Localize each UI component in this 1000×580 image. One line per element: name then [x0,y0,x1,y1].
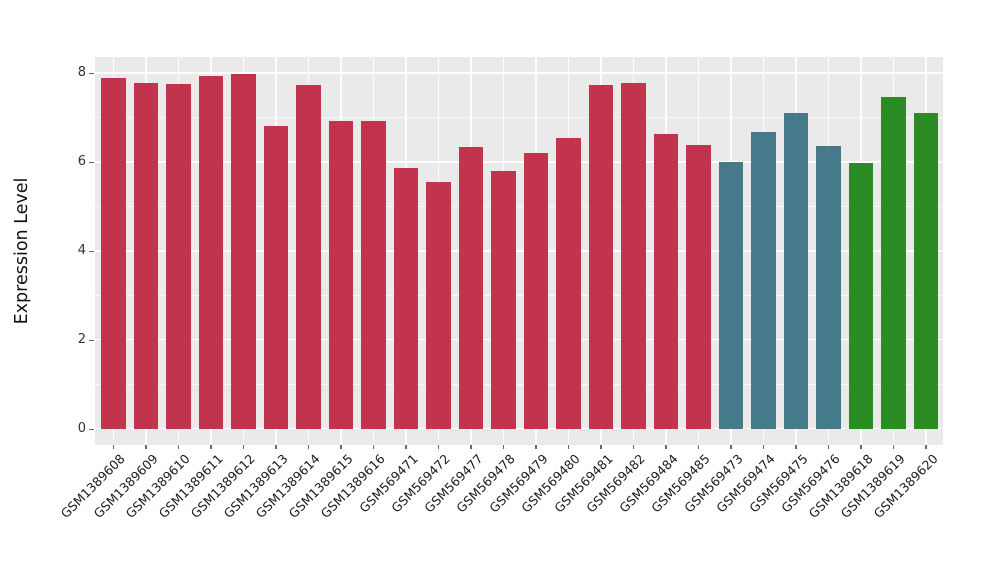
bar-GSM1389615 [328,121,354,429]
major-gridline [95,250,943,252]
minor-gridline [95,384,943,386]
x-tick-mark [470,445,472,449]
y-tick-label: 6 [77,153,86,169]
bar-GSM569479 [523,153,549,429]
x-tick-mark [827,445,830,449]
x-tick-mark [632,445,635,449]
bar-GSM569477 [458,147,484,429]
bar-GSM1389608 [101,77,126,429]
y-tick-label: 2 [77,331,86,347]
plot-panel [95,57,943,445]
x-tick-mark [502,445,505,449]
y-tick-mark [89,250,94,252]
x-tick-mark [112,445,115,449]
bar-GSM1389613 [263,126,289,429]
x-tick-mark [210,445,212,449]
bar-GSM569480 [556,137,581,429]
x-tick-mark [600,445,602,449]
x-tick-mark [275,445,277,449]
bar-GSM569485 [686,144,711,429]
major-gridline [95,72,943,74]
bar-GSM1389616 [361,120,386,429]
bar-GSM569481 [588,85,614,429]
x-tick-mark [860,445,862,449]
x-tick-mark [567,445,570,449]
x-tick-mark [665,445,667,449]
bar-GSM569472 [426,182,451,429]
x-tick-mark [535,445,537,449]
bar-GSM1389618 [848,163,874,429]
major-gridline [95,338,943,341]
x-tick-mark [242,445,245,449]
bar-GSM1389612 [231,74,256,429]
bar-GSM569484 [653,133,679,429]
y-tick-mark [89,428,94,430]
bar-GSM1389609 [133,82,159,429]
y-tick-label: 4 [77,242,86,258]
y-tick-mark [89,339,94,341]
minor-gridline [95,295,943,297]
x-tick-mark [340,445,342,449]
bar-GSM569478 [491,170,516,429]
x-tick-mark [372,445,375,449]
x-tick-mark [177,445,180,449]
bar-GSM569482 [621,83,646,429]
bar-GSM1389611 [198,75,224,429]
bar-GSM569471 [393,167,419,429]
x-tick-mark [730,445,732,449]
y-axis-title: Expression Level [12,177,32,325]
major-gridline [95,161,943,163]
bar-GSM1389614 [296,84,321,429]
x-tick-mark [307,445,310,449]
y-tick-mark [89,161,94,164]
bar-GSM569474 [751,132,776,429]
x-tick-mark [405,445,407,449]
x-tick-mark [145,445,147,449]
bar-GSM569473 [718,161,744,429]
x-tick-mark [697,445,700,449]
x-tick-mark [925,445,927,449]
major-gridline [95,427,943,430]
bar-GSM569475 [783,113,809,429]
x-tick-mark [762,445,765,449]
bar-GSM1389620 [913,113,939,429]
minor-gridline [95,206,943,208]
y-tick-label: 0 [77,420,86,436]
bar-GSM569476 [816,145,841,429]
minor-gridline [95,117,943,119]
x-tick-mark [437,445,440,449]
bar-GSM1389619 [881,96,906,429]
x-tick-mark [795,445,797,449]
bar-GSM1389610 [166,84,191,429]
x-tick-mark [892,445,895,449]
y-tick-mark [89,73,94,75]
y-tick-label: 8 [77,65,86,80]
